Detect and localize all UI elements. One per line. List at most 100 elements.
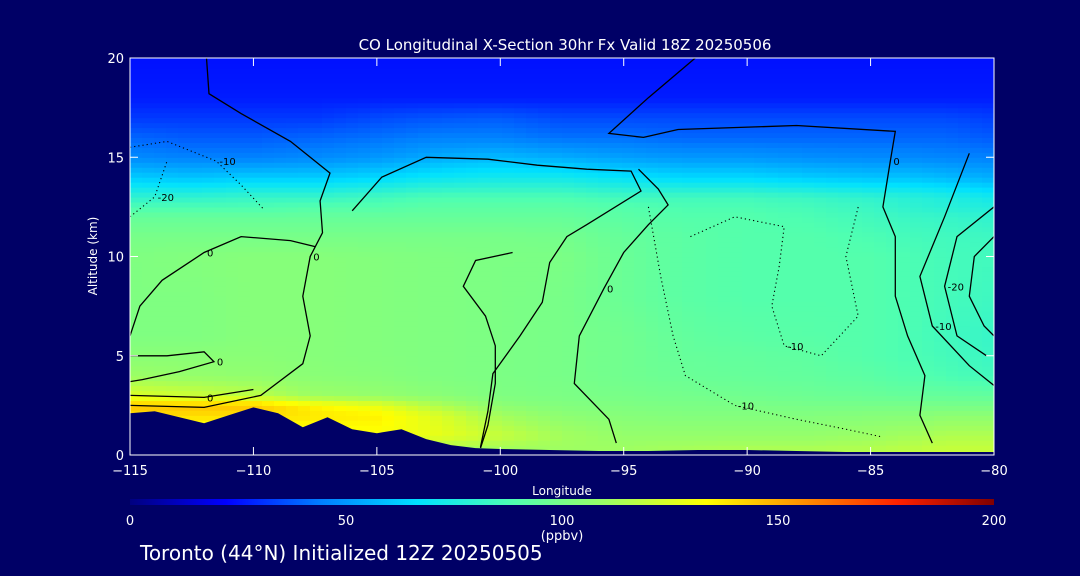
field-cell — [826, 325, 839, 332]
field-cell — [778, 112, 791, 119]
field-cell — [874, 395, 887, 402]
field-cell — [442, 415, 455, 421]
field-cell — [250, 127, 263, 134]
field-cell — [274, 112, 287, 119]
field-cell — [514, 281, 527, 287]
field-cell — [766, 316, 779, 322]
field-cell — [682, 340, 695, 347]
field-cell — [742, 167, 755, 173]
field-cell — [202, 370, 215, 377]
field-cell — [694, 291, 707, 297]
field-cell — [190, 58, 203, 64]
field-cell — [634, 162, 647, 168]
field-cell — [442, 385, 455, 392]
field-cell — [322, 370, 335, 377]
field-cell — [454, 276, 467, 282]
field-cell — [574, 256, 587, 263]
field-cell — [838, 167, 851, 173]
field-cell — [718, 261, 731, 268]
field-cell — [154, 251, 167, 258]
field-cell — [298, 177, 311, 183]
field-cell — [766, 335, 779, 342]
field-cell — [682, 281, 695, 287]
field-cell — [358, 395, 371, 402]
field-cell — [430, 167, 443, 173]
field-cell — [286, 216, 299, 223]
field-cell — [874, 385, 887, 392]
field-cell — [730, 256, 743, 263]
field-cell — [586, 182, 599, 188]
field-cell — [682, 127, 695, 134]
field-cell — [574, 316, 587, 322]
field-cell — [358, 147, 371, 153]
field-cell — [514, 296, 527, 302]
field-cell — [850, 196, 863, 203]
field-cell — [466, 167, 479, 173]
field-cell — [550, 182, 563, 188]
field-cell — [778, 296, 791, 302]
field-cell — [286, 97, 299, 104]
field-cell — [442, 435, 455, 441]
field-cell — [358, 425, 371, 431]
field-cell — [166, 405, 179, 411]
field-cell — [670, 157, 683, 163]
field-cell — [310, 360, 323, 367]
field-cell — [754, 405, 767, 411]
field-cell — [706, 301, 719, 307]
field-cell — [598, 177, 611, 183]
field-cell — [178, 122, 191, 129]
field-cell — [730, 271, 743, 277]
field-cell — [430, 182, 443, 188]
field-cell — [718, 67, 731, 74]
field-cell — [646, 325, 659, 332]
field-cell — [562, 226, 575, 233]
field-cell — [754, 370, 767, 377]
field-cell — [130, 286, 143, 292]
field-cell — [742, 301, 755, 307]
field-cell — [322, 216, 335, 223]
field-cell — [454, 420, 467, 426]
field-cell — [418, 311, 431, 317]
field-cell — [526, 58, 539, 64]
field-cell — [598, 196, 611, 203]
field-cell — [346, 276, 359, 282]
field-cell — [790, 400, 803, 406]
field-cell — [142, 221, 155, 228]
field-cell — [490, 311, 503, 317]
field-cell — [502, 246, 515, 253]
field-cell — [646, 340, 659, 347]
field-cell — [226, 266, 239, 272]
field-cell — [670, 385, 683, 392]
field-cell — [130, 216, 143, 223]
field-cell — [634, 400, 647, 406]
field-cell — [766, 311, 779, 317]
field-cell — [634, 62, 647, 69]
field-cell — [286, 122, 299, 129]
field-cell — [598, 206, 611, 213]
field-cell — [226, 82, 239, 89]
field-cell — [598, 355, 611, 362]
field-cell — [502, 266, 515, 272]
field-cell — [658, 325, 671, 332]
field-cell — [874, 311, 887, 317]
field-cell — [718, 206, 731, 213]
field-cell — [598, 405, 611, 411]
field-cell — [298, 321, 311, 327]
field-cell — [334, 117, 347, 124]
field-cell — [610, 246, 623, 253]
field-cell — [586, 256, 599, 263]
field-cell — [406, 72, 419, 79]
field-cell — [454, 370, 467, 377]
field-cell — [766, 410, 779, 416]
field-cell — [286, 286, 299, 292]
field-cell — [478, 157, 491, 163]
field-cell — [706, 355, 719, 362]
field-cell — [274, 122, 287, 129]
field-cell — [838, 177, 851, 183]
field-cell — [274, 261, 287, 268]
field-cell — [142, 306, 155, 312]
field-cell — [466, 142, 479, 148]
field-cell — [766, 62, 779, 69]
field-cell — [358, 152, 371, 158]
field-cell — [346, 172, 359, 178]
